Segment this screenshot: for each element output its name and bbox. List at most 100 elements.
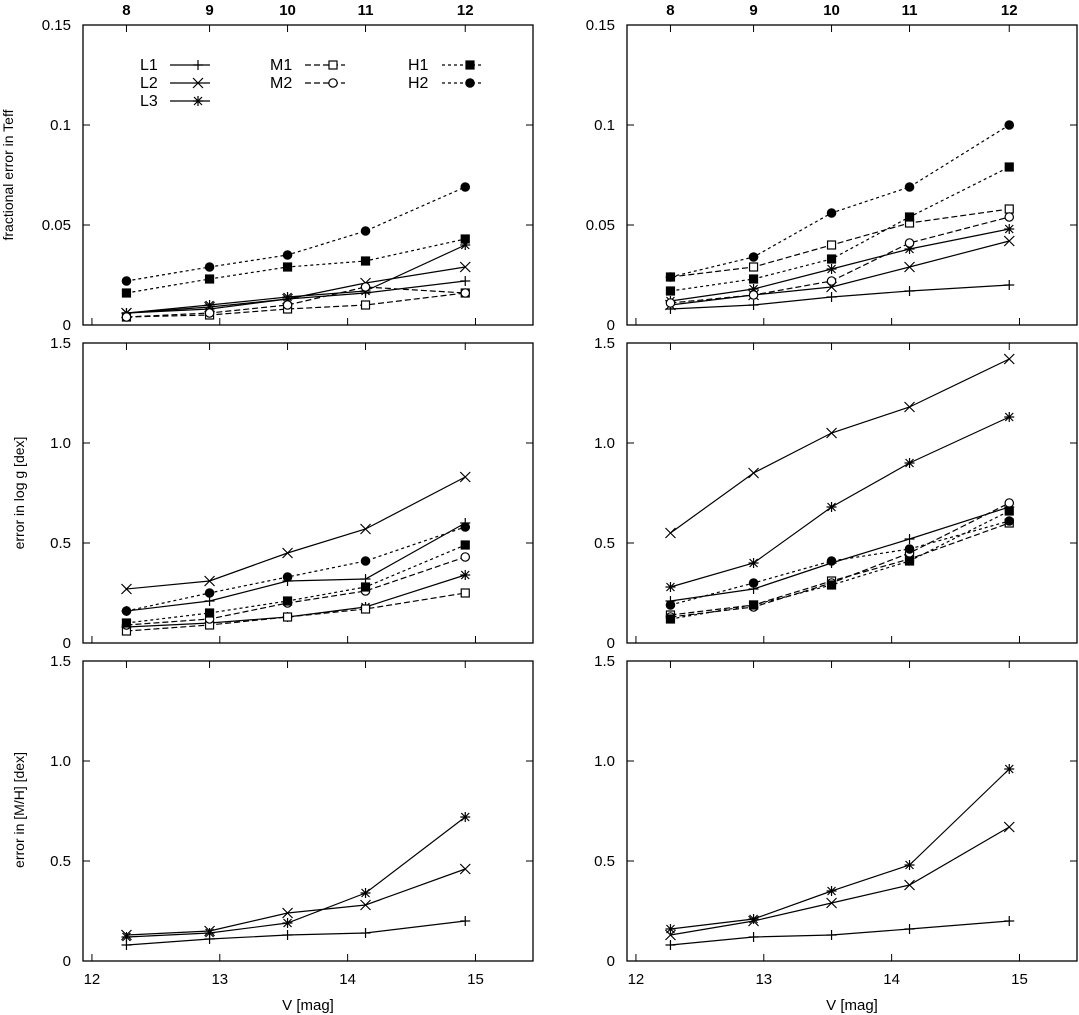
y-tick-label: 0.15 <box>42 17 71 34</box>
top-tick-label: 12 <box>1001 2 1018 19</box>
series-h2 <box>665 120 1015 282</box>
data-point-l2 <box>459 471 471 483</box>
data-point-l1 <box>460 276 471 286</box>
series-line-m1 <box>126 592 466 632</box>
x-axis-label-left: V [mag] <box>282 997 334 1014</box>
y-tick-label: 0.1 <box>594 117 615 134</box>
plot-frame <box>82 24 534 326</box>
data-point-h1 <box>121 618 132 628</box>
plot-frame <box>626 660 1078 962</box>
data-point-l2 <box>826 427 837 439</box>
panel-top-left: 0 0.05 0.1 0.15 8 9 10 11 12 <box>42 2 534 334</box>
data-point-l2 <box>459 261 471 273</box>
data-point-m2 <box>460 288 471 298</box>
series-h2 <box>121 522 471 616</box>
data-point-l2 <box>1003 235 1015 247</box>
series-m2 <box>665 212 1015 308</box>
y-tick-label: 1.0 <box>594 435 615 452</box>
data-point-h2 <box>204 588 215 598</box>
data-point-m2 <box>665 298 676 308</box>
legend-sample-l3 <box>170 96 210 106</box>
data-point-l1 <box>460 916 471 926</box>
y-tick-label: 0 <box>607 317 615 334</box>
data-point-h2 <box>1004 516 1015 526</box>
data-point-h1 <box>826 580 837 590</box>
legend-sample-m2 <box>305 78 345 88</box>
legend-label-m1: M1 <box>270 57 292 74</box>
data-point-h2 <box>282 250 293 260</box>
data-point-l3 <box>460 240 471 250</box>
data-point-h1 <box>665 614 676 624</box>
panel-middle-left: 0 0.5 1.0 1.5 <box>50 335 534 652</box>
legend-marker <box>328 78 338 88</box>
data-point-h1 <box>748 600 759 610</box>
data-point-l1 <box>360 574 371 584</box>
panel-bottom-right: 0 0.5 1.0 1.5 12 13 14 15 <box>594 653 1078 988</box>
legend-sample-h2 <box>442 78 482 88</box>
legend: L1 L2 L3 M1 M2 H1 H2 <box>140 57 482 110</box>
data-point-h1 <box>1004 162 1014 172</box>
data-point-h2 <box>665 600 676 610</box>
series-h1 <box>121 234 470 298</box>
data-point-h2 <box>121 276 132 286</box>
data-point-h1 <box>826 254 837 264</box>
series-line-m2 <box>126 286 466 318</box>
y-tick-label: 0 <box>63 635 71 652</box>
legend-sample-l1 <box>170 60 210 70</box>
y-tick-label: 0.5 <box>594 535 615 552</box>
data-point-l3 <box>904 244 915 254</box>
y-tick-label: 1.5 <box>50 653 71 670</box>
legend-marker <box>328 60 338 70</box>
data-point-h1 <box>360 256 371 266</box>
data-point-l2 <box>904 879 915 891</box>
data-point-l3 <box>360 888 371 898</box>
series-l3 <box>665 764 1015 934</box>
data-point-l3 <box>460 812 471 822</box>
legend-marker <box>193 60 203 70</box>
data-point-l2 <box>665 527 676 539</box>
data-point-h2 <box>360 556 371 566</box>
data-point-l3 <box>748 284 759 294</box>
y-axis-label-teff: fractional error in Teff <box>0 109 16 240</box>
top-tick-label: 11 <box>358 2 374 19</box>
data-point-m2 <box>748 290 759 300</box>
data-point-l2 <box>1003 821 1015 833</box>
data-point-l2 <box>360 523 371 535</box>
y-axis-label-logg: error in log g [dex] <box>11 437 27 550</box>
series-l3 <box>665 224 1015 306</box>
legend-label-l2: L2 <box>140 75 158 92</box>
data-point-l1 <box>282 930 293 940</box>
y-tick-label: 0.5 <box>50 853 71 870</box>
y-tick-label: 1.5 <box>594 653 615 670</box>
data-point-h1 <box>204 274 215 284</box>
data-point-l2 <box>360 899 371 911</box>
y-tick-label: 1.5 <box>594 335 615 352</box>
data-point-l2 <box>204 575 215 587</box>
x-tick-label: 13 <box>211 971 228 988</box>
y-tick-label: 0.05 <box>586 217 615 234</box>
y-tick-label: 1.0 <box>50 753 71 770</box>
plot-frame <box>626 24 1078 326</box>
data-point-h1 <box>282 596 293 606</box>
y-tick-label: 1.0 <box>50 435 71 452</box>
data-point-m2 <box>360 282 371 292</box>
x-tick-label: 15 <box>467 971 484 988</box>
data-point-l3 <box>904 860 915 870</box>
data-point-l1 <box>748 932 759 942</box>
data-point-h1 <box>748 274 759 284</box>
legend-label-h2: H2 <box>408 75 429 92</box>
data-point-m2 <box>121 312 132 322</box>
series-h1 <box>665 162 1014 296</box>
data-point-h2 <box>360 226 371 236</box>
data-point-l3 <box>826 502 837 512</box>
y-axis-label-mh: error in [M/H] [dex] <box>11 752 27 868</box>
y-tick-label: 0.05 <box>42 217 71 234</box>
x-tick-label: 12 <box>628 971 645 988</box>
data-point-h2 <box>665 272 676 282</box>
data-point-l1 <box>360 928 371 938</box>
data-point-m1 <box>826 240 837 250</box>
legend-sample-m1 <box>305 60 345 70</box>
data-point-l2 <box>1003 353 1015 365</box>
x-tick-label: 14 <box>339 971 356 988</box>
series-m2 <box>121 282 471 322</box>
